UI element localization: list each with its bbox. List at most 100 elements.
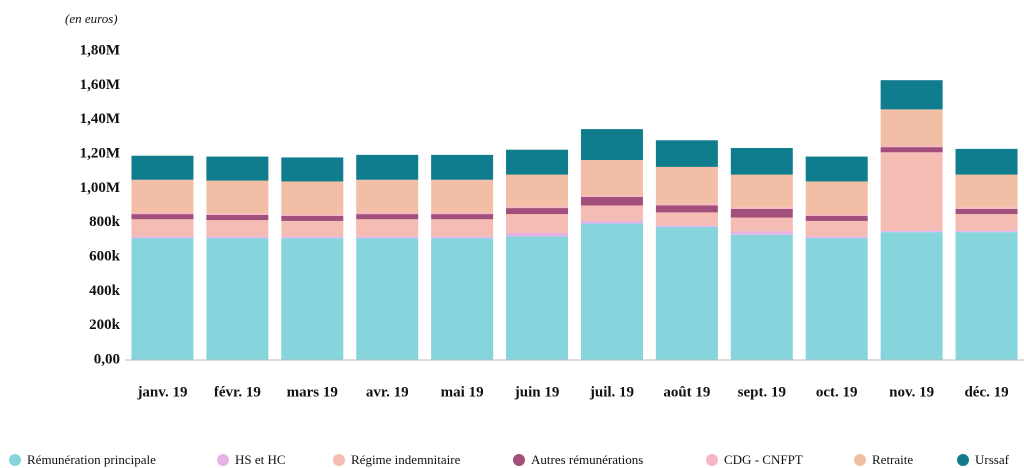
bar-segment	[655, 205, 718, 213]
legend-swatch	[957, 454, 969, 466]
y-tick-label: 1,00M	[80, 180, 120, 196]
bar-segment	[805, 238, 868, 360]
legend-label: HS et HC	[235, 452, 286, 467]
bar-segment	[730, 234, 793, 360]
bar-segment	[281, 220, 344, 237]
bar-segment	[431, 236, 494, 239]
legend-label: Retraite	[872, 452, 913, 467]
bar-segment	[805, 215, 868, 221]
bar-segment	[131, 212, 194, 215]
bar-segment	[805, 156, 868, 182]
legend-swatch	[217, 454, 229, 466]
bar-segment	[805, 214, 868, 216]
subtitle: (en euros)	[65, 11, 118, 26]
bar-segment	[730, 147, 793, 175]
bar-segment	[655, 166, 718, 204]
bar-segment	[131, 219, 194, 237]
bar-segment	[356, 238, 419, 360]
bar-segment	[580, 196, 643, 206]
bar-segment	[880, 80, 943, 110]
bar-segment	[356, 214, 419, 220]
bar-segment	[880, 152, 943, 231]
bar-segment	[431, 219, 494, 237]
bar-segment	[580, 220, 643, 224]
bar-segment	[580, 160, 643, 196]
x-tick-label: juil. 19	[589, 384, 634, 400]
bar-segment	[206, 214, 269, 221]
x-tick-label: avr. 19	[366, 384, 409, 400]
bar-segment	[356, 219, 419, 237]
x-tick-label: sept. 19	[738, 384, 786, 400]
bar-segment	[506, 236, 569, 360]
bar-segment	[880, 109, 943, 146]
y-tick-label: 1,40M	[80, 111, 120, 127]
bar-segment	[805, 220, 868, 237]
bar-segment	[730, 208, 793, 218]
x-tick-label: mars 19	[287, 384, 338, 400]
x-tick-label: mai 19	[441, 384, 484, 400]
bar-segment	[206, 236, 269, 239]
x-tick-label: janv. 19	[136, 384, 187, 400]
bar-segment	[356, 236, 419, 239]
bar-segment	[131, 214, 194, 220]
bar-segment	[730, 231, 793, 235]
y-tick-label: 0,00	[94, 351, 120, 367]
bar-segment	[431, 154, 494, 180]
legend-label: Régime indemnitaire	[351, 452, 461, 467]
bar-segment	[955, 208, 1018, 215]
bar-segment	[281, 236, 344, 239]
bar-segment	[431, 238, 494, 360]
legend-label: Rémunération principale	[27, 452, 156, 467]
bar-segment	[805, 236, 868, 239]
bar-segment	[955, 174, 1018, 208]
x-tick-label: oct. 19	[816, 384, 858, 400]
bar-segment	[356, 179, 419, 213]
bar-segment	[131, 155, 194, 180]
bar-segment	[880, 147, 943, 153]
x-tick-label: nov. 19	[889, 384, 934, 400]
bar-segment	[281, 214, 344, 216]
x-tick-label: août 19	[663, 384, 710, 400]
y-tick-label: 600k	[89, 248, 121, 264]
bar-segment	[281, 238, 344, 360]
y-tick-label: 400k	[89, 283, 121, 299]
bar-segment	[356, 154, 419, 180]
bar-segment	[281, 157, 344, 182]
bar-segment	[655, 140, 718, 167]
y-tick-label: 800k	[89, 214, 121, 230]
bar-segment	[131, 179, 194, 213]
bar-segment	[506, 174, 569, 207]
bar-segment	[281, 181, 344, 215]
bar-segment	[955, 148, 1018, 175]
bar-segment	[506, 206, 569, 209]
bar-segment	[730, 174, 793, 208]
legend-swatch	[513, 454, 525, 466]
bar-segment	[206, 213, 269, 215]
bar-segment	[580, 129, 643, 161]
bar-segment	[955, 230, 1018, 233]
bar-segment	[580, 195, 643, 197]
x-tick-label: juin 19	[514, 384, 560, 400]
legend-swatch	[333, 454, 345, 466]
bar-segment	[580, 223, 643, 360]
bar-segment	[880, 232, 943, 360]
bar-segment	[805, 181, 868, 215]
bar-segment	[955, 207, 1018, 209]
y-tick-label: 1,60M	[80, 77, 120, 93]
bar-segment	[431, 212, 494, 215]
bar-segment	[730, 217, 793, 232]
y-tick-label: 1,20M	[80, 145, 120, 161]
bar-segment	[880, 230, 943, 233]
bar-segment	[955, 214, 1018, 231]
bar-segment	[206, 156, 269, 181]
legend-label: Urssaf	[975, 452, 1010, 467]
legend-label: CDG - CNFPT	[724, 452, 803, 467]
bar-segment	[206, 220, 269, 237]
bar-segment	[131, 236, 194, 239]
x-tick-label: déc. 19	[964, 384, 1008, 400]
bar-segment	[131, 238, 194, 360]
legend-swatch	[854, 454, 866, 466]
bar-segment	[655, 212, 718, 226]
bar-segment	[356, 212, 419, 215]
